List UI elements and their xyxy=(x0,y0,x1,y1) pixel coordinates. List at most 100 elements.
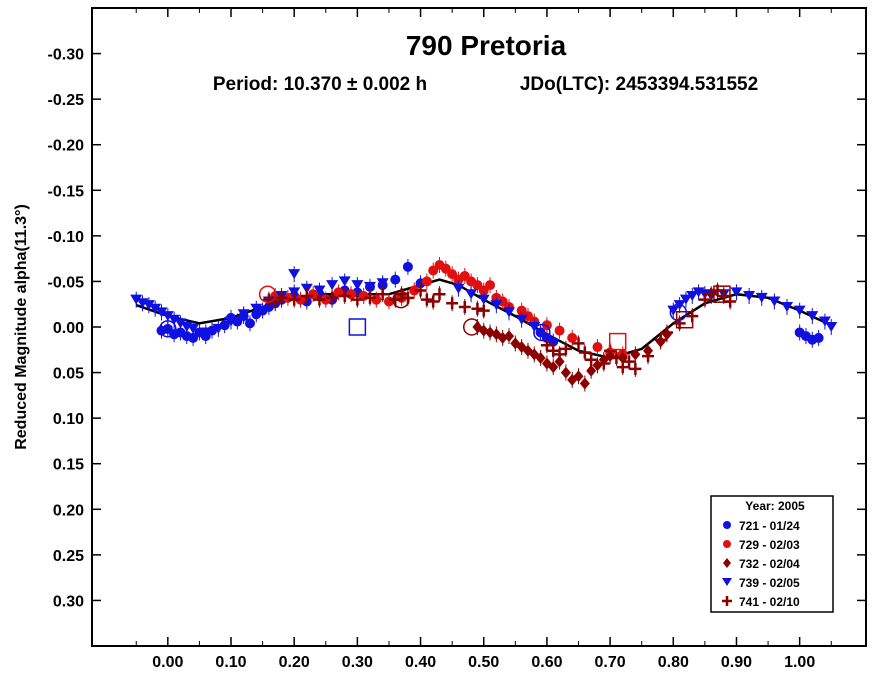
data-point-s1 xyxy=(592,342,603,353)
data-point-s3 xyxy=(326,280,339,291)
data-point-s4 xyxy=(389,293,402,306)
data-point-s4 xyxy=(547,344,560,357)
data-point-s4 xyxy=(698,293,711,306)
data-point-s4 xyxy=(427,295,440,308)
data-point-s3 xyxy=(338,276,351,287)
data-point-s4 xyxy=(585,353,598,366)
data-point-s0 xyxy=(390,274,401,285)
x-tick-label: 0.70 xyxy=(595,654,626,671)
data-point-s3 xyxy=(452,283,465,294)
chart-title: 790 Pretoria xyxy=(406,30,567,61)
data-point-s4 xyxy=(458,300,471,313)
data-point-s4 xyxy=(623,355,636,368)
data-point-s3 xyxy=(199,327,212,338)
data-point-s4 xyxy=(364,291,377,304)
highlight-square-marker xyxy=(713,285,731,303)
data-point-s0 xyxy=(402,261,413,272)
data-point-s1 xyxy=(409,285,420,296)
data-point-s3 xyxy=(130,294,143,305)
data-point-s3 xyxy=(142,300,155,311)
data-point-s3 xyxy=(806,311,819,322)
data-point-s4 xyxy=(578,346,591,359)
data-point-s4 xyxy=(300,290,313,303)
data-point-s1 xyxy=(485,280,496,291)
data-point-s2 xyxy=(504,330,515,343)
legend-marker xyxy=(722,596,732,606)
y-tick-label: 0.00 xyxy=(53,320,84,337)
data-point-s3 xyxy=(755,292,768,303)
y-tick-label: -0.30 xyxy=(48,47,85,64)
y-tick-label: 0.15 xyxy=(53,457,84,474)
data-point-s4 xyxy=(477,304,490,317)
x-tick-label: 0.00 xyxy=(152,654,183,671)
data-point-s4 xyxy=(553,348,566,361)
data-point-s2 xyxy=(579,377,590,390)
data-point-s2 xyxy=(560,366,571,379)
data-point-s3 xyxy=(465,289,478,300)
legend: Year: 2005 721 - 01/24 729 - 02/03 732 - 0… xyxy=(710,495,834,613)
data-point-s3 xyxy=(237,309,250,320)
y-tick-label: -0.05 xyxy=(48,274,85,291)
y-tick-label: 0.05 xyxy=(53,366,84,383)
x-tick-label: 0.40 xyxy=(405,654,436,671)
legend-marker xyxy=(723,540,731,548)
data-point-s3 xyxy=(825,322,838,332)
data-point-s3 xyxy=(212,323,225,334)
highlight-circle-marker xyxy=(392,290,410,309)
data-point-s0 xyxy=(244,318,255,329)
data-point-s2 xyxy=(630,348,641,361)
data-point-s4 xyxy=(376,288,389,301)
data-point-s3 xyxy=(503,307,516,318)
data-point-s3 xyxy=(686,291,699,302)
data-point-s2 xyxy=(573,370,584,383)
highlight-circle-marker xyxy=(258,285,277,303)
y-tick-label: 0.10 xyxy=(53,411,84,428)
legend-label: 739 - 02/05 xyxy=(739,576,800,590)
data-point-s4 xyxy=(313,293,326,306)
data-point-s4 xyxy=(395,288,408,301)
data-point-s3 xyxy=(730,287,743,298)
data-point-s4 xyxy=(654,333,667,346)
highlight-square-marker xyxy=(675,310,694,329)
data-point-s1 xyxy=(346,289,357,300)
data-point-s4 xyxy=(597,357,610,370)
x-axis-ticks: 0.00 0.10 0.20 0.30 0.40 0.50 0.60 0.70 0.80 0.90… xyxy=(135,8,832,671)
highlight-circle-marker xyxy=(533,323,551,342)
data-point-s2 xyxy=(535,351,546,364)
data-point-s4 xyxy=(660,326,673,339)
y-axis-label: Reduced Magnitude alpha(11.3°) xyxy=(13,204,30,450)
legend-items: 721 - 01/24 729 - 02/03 732 - 02/04 739 - 0… xyxy=(722,519,800,609)
y-tick-label: -0.10 xyxy=(48,229,85,246)
data-point-s4 xyxy=(610,351,623,364)
data-point-s4 xyxy=(629,362,642,375)
highlight-circle-marker xyxy=(462,318,481,336)
data-point-s3 xyxy=(490,300,503,311)
y-tick-label: -0.25 xyxy=(48,92,85,109)
highlight-square-marker xyxy=(608,332,627,351)
x-tick-label: 0.30 xyxy=(342,654,373,671)
data-point-s0 xyxy=(813,332,824,343)
legend-box xyxy=(710,495,834,613)
chart-subtitle-period: Period: 10.370 ± 0.002 h xyxy=(213,74,427,95)
data-point-s3 xyxy=(477,294,490,305)
data-point-s1 xyxy=(371,294,382,305)
legend-marker xyxy=(722,578,732,586)
data-point-s2 xyxy=(586,364,597,377)
data-point-s3 xyxy=(225,316,238,327)
data-point-s1 xyxy=(554,325,565,336)
data-points-layer xyxy=(130,257,838,392)
data-point-s3 xyxy=(528,322,541,332)
data-point-s3 xyxy=(743,291,756,302)
legend-label: 732 - 02/04 xyxy=(739,557,800,571)
data-point-s0 xyxy=(219,320,230,331)
data-point-s3 xyxy=(174,318,187,329)
data-point-s3 xyxy=(288,269,301,280)
data-point-s3 xyxy=(376,278,389,289)
data-point-s4 xyxy=(717,290,730,303)
y-tick-label: -0.20 xyxy=(48,138,85,155)
highlight-circle-marker xyxy=(159,320,177,338)
data-point-s4 xyxy=(540,339,553,352)
data-point-s4 xyxy=(559,342,572,355)
data-point-s3 xyxy=(155,307,168,318)
legend-label: 729 - 02/03 xyxy=(739,538,800,552)
